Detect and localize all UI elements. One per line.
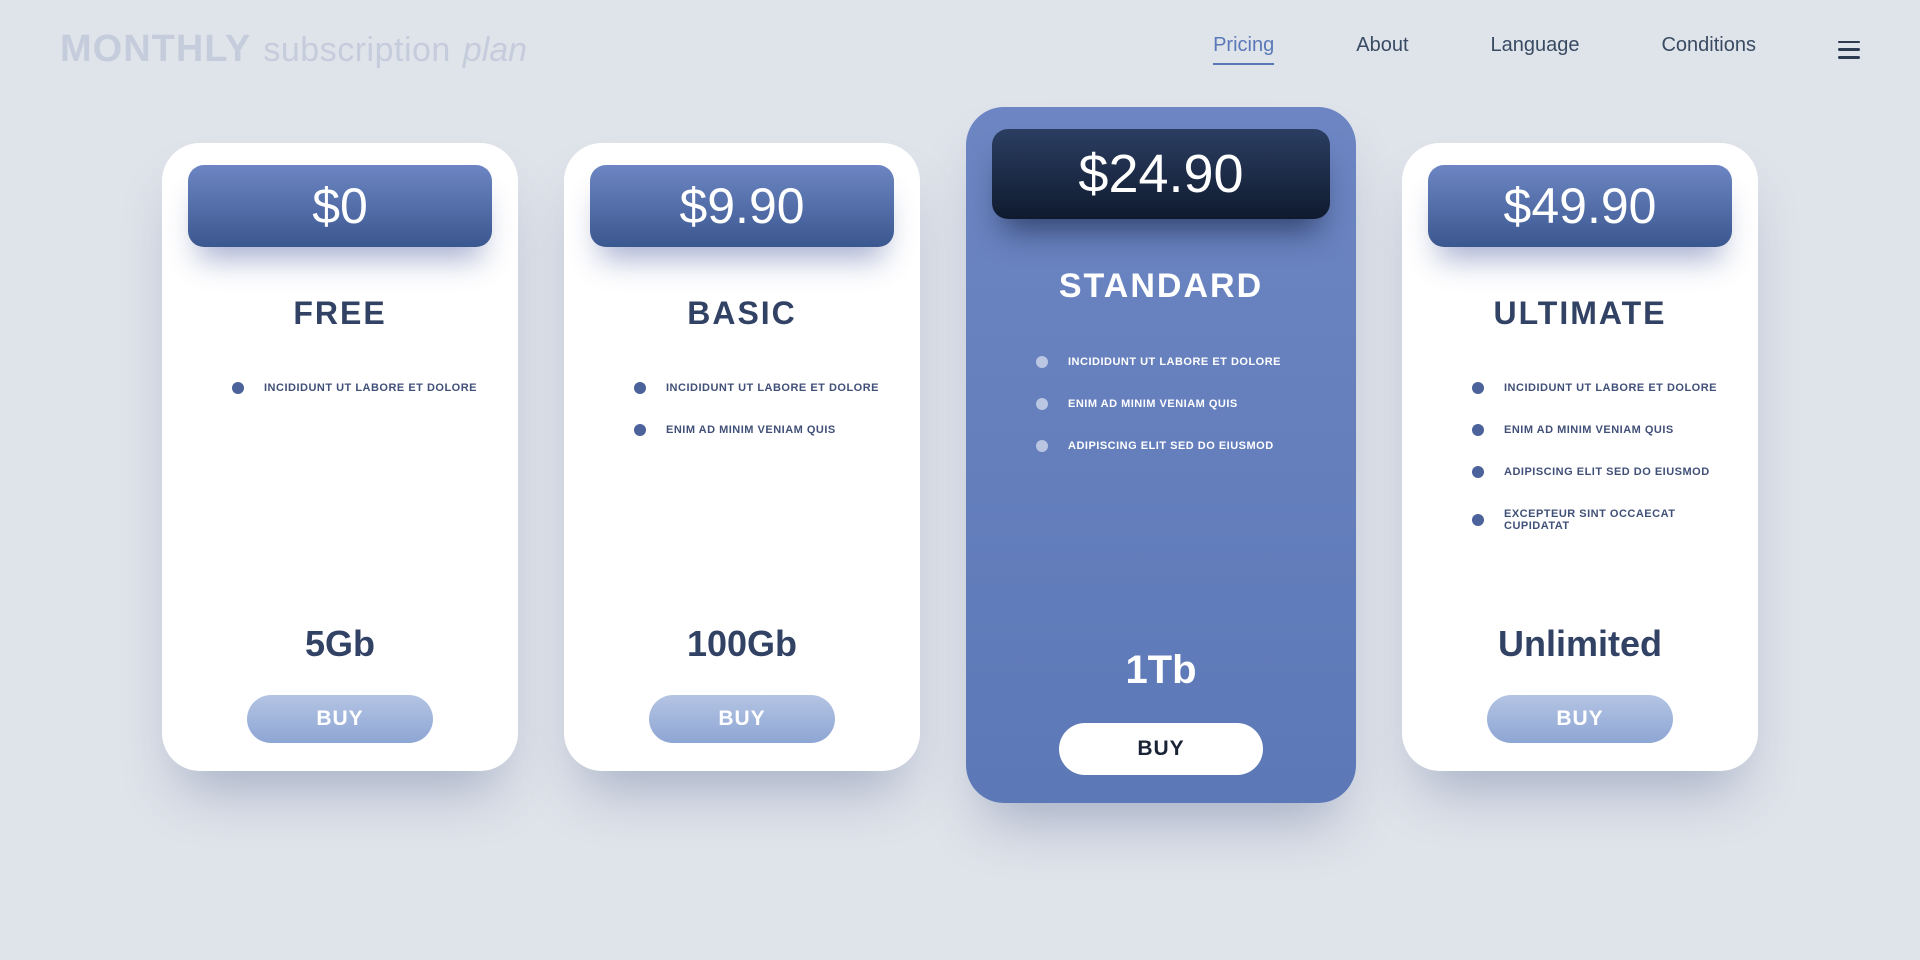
plan-name: FREE [293, 295, 386, 332]
buy-button[interactable]: BUY [1059, 723, 1263, 775]
logo-mid: subscription [263, 31, 450, 70]
nav-language[interactable]: Language [1491, 34, 1580, 65]
plan-card-free: $0 FREE INCIDIDUNT UT LABORE ET DOLORE 5… [162, 143, 518, 771]
feature-text: ENIM AD MINIM VENIAM QUIS [1068, 398, 1238, 410]
feature-text: INCIDIDUNT UT LABORE ET DOLORE [1504, 382, 1717, 394]
bullet-icon [1472, 382, 1484, 394]
feature-item: INCIDIDUNT UT LABORE ET DOLORE [1036, 356, 1330, 368]
feature-item: ENIM AD MINIM VENIAM QUIS [1036, 398, 1330, 410]
feature-list: INCIDIDUNT UT LABORE ET DOLORE ENIM AD M… [992, 356, 1330, 452]
feature-text: EXCEPTEUR SINT OCCAECAT CUPIDATAT [1504, 508, 1732, 532]
feature-text: INCIDIDUNT UT LABORE ET DOLORE [666, 382, 879, 394]
plan-name: STANDARD [1059, 267, 1263, 306]
logo-strong: MONTHLY [60, 28, 251, 71]
feature-list: INCIDIDUNT UT LABORE ET DOLORE [188, 382, 492, 394]
feature-list: INCIDIDUNT UT LABORE ET DOLORE ENIM AD M… [590, 382, 894, 436]
header: MONTHLY subscription plan Pricing About … [0, 0, 1920, 71]
bullet-icon [634, 424, 646, 436]
price: $9.90 [679, 177, 804, 235]
storage: 1Tb [1125, 648, 1196, 693]
buy-button[interactable]: BUY [649, 695, 835, 743]
plan-name: BASIC [687, 295, 797, 332]
feature-item: ADIPISCING ELIT SED DO EIUSMOD [1472, 466, 1732, 478]
price-pill: $0 [188, 165, 492, 247]
feature-item: ADIPISCING ELIT SED DO EIUSMOD [1036, 440, 1330, 452]
feature-text: INCIDIDUNT UT LABORE ET DOLORE [264, 382, 477, 394]
nav: Pricing About Language Conditions [1213, 34, 1860, 65]
bullet-icon [1036, 398, 1048, 410]
feature-text: ADIPISCING ELIT SED DO EIUSMOD [1504, 466, 1710, 478]
feature-item: EXCEPTEUR SINT OCCAECAT CUPIDATAT [1472, 508, 1732, 532]
nav-pricing[interactable]: Pricing [1213, 34, 1274, 65]
bullet-icon [1036, 356, 1048, 368]
feature-text: ENIM AD MINIM VENIAM QUIS [666, 424, 836, 436]
buy-button[interactable]: BUY [1487, 695, 1673, 743]
bullet-icon [1472, 514, 1484, 526]
feature-item: ENIM AD MINIM VENIAM QUIS [634, 424, 894, 436]
storage: 100Gb [687, 623, 797, 665]
feature-item: INCIDIDUNT UT LABORE ET DOLORE [634, 382, 894, 394]
storage: Unlimited [1498, 623, 1662, 665]
price: $24.90 [1078, 143, 1243, 205]
feature-text: ENIM AD MINIM VENIAM QUIS [1504, 424, 1674, 436]
bullet-icon [1472, 424, 1484, 436]
plan-card-standard: $24.90 STANDARD INCIDIDUNT UT LABORE ET … [966, 107, 1356, 803]
bullet-icon [1036, 440, 1048, 452]
nav-about[interactable]: About [1356, 34, 1408, 65]
feature-text: INCIDIDUNT UT LABORE ET DOLORE [1068, 356, 1281, 368]
price: $0 [312, 177, 368, 235]
feature-text: ADIPISCING ELIT SED DO EIUSMOD [1068, 440, 1274, 452]
plan-card-basic: $9.90 BASIC INCIDIDUNT UT LABORE ET DOLO… [564, 143, 920, 771]
logo: MONTHLY subscription plan [60, 28, 527, 71]
plan-name: ULTIMATE [1494, 295, 1667, 332]
plan-card-ultimate: $49.90 ULTIMATE INCIDIDUNT UT LABORE ET … [1402, 143, 1758, 771]
bullet-icon [634, 382, 646, 394]
feature-item: ENIM AD MINIM VENIAM QUIS [1472, 424, 1732, 436]
price-pill: $9.90 [590, 165, 894, 247]
feature-list: INCIDIDUNT UT LABORE ET DOLORE ENIM AD M… [1428, 382, 1732, 532]
buy-button[interactable]: BUY [247, 695, 433, 743]
storage: 5Gb [305, 623, 375, 665]
nav-conditions[interactable]: Conditions [1661, 34, 1756, 65]
logo-em: plan [463, 31, 527, 70]
hamburger-icon[interactable] [1838, 41, 1860, 59]
price-pill: $49.90 [1428, 165, 1732, 247]
bullet-icon [1472, 466, 1484, 478]
price-pill: $24.90 [992, 129, 1330, 219]
feature-item: INCIDIDUNT UT LABORE ET DOLORE [232, 382, 492, 394]
price: $49.90 [1504, 177, 1657, 235]
feature-item: INCIDIDUNT UT LABORE ET DOLORE [1472, 382, 1732, 394]
pricing-cards: $0 FREE INCIDIDUNT UT LABORE ET DOLORE 5… [0, 71, 1920, 803]
bullet-icon [232, 382, 244, 394]
